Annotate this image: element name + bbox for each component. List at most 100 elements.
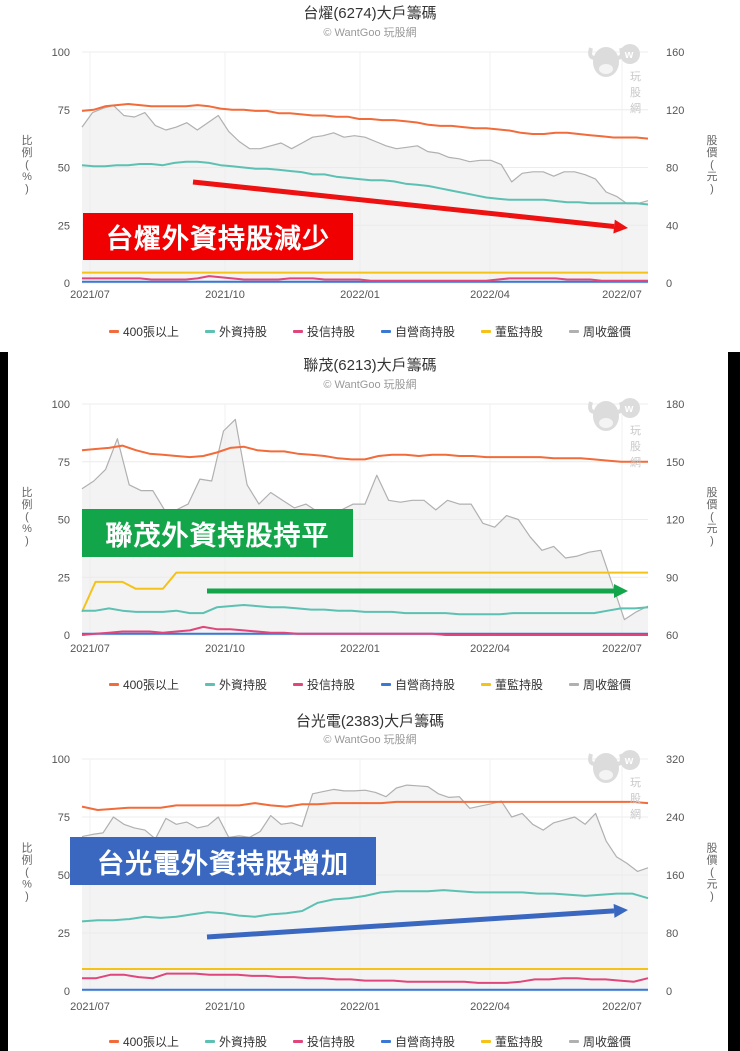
legend-swatch-icon xyxy=(204,1040,215,1043)
y-axis-left-tick: 75 xyxy=(58,457,70,469)
chart-subtitle: © WantGoo 玩股網 xyxy=(323,734,417,746)
chart-title: 聯茂(6213)大戶籌碼 xyxy=(303,357,437,374)
trend-arrow-head-icon xyxy=(614,584,628,598)
legend-item[interactable]: 周收盤價 xyxy=(569,676,631,693)
y-axis-right-tick: 180 xyxy=(666,399,684,411)
y-axis-right-tick: 120 xyxy=(666,515,684,527)
trend-arrow-head-icon xyxy=(613,903,628,918)
series-line xyxy=(82,972,649,984)
annotation-banner: 台燿外資持股減少 xyxy=(83,213,353,260)
y-axis-left-tick: 75 xyxy=(58,105,70,117)
chart-subtitle: © WantGoo 玩股網 xyxy=(323,379,417,391)
legend-item[interactable]: 外資持股 xyxy=(204,323,267,340)
svg-text:例: 例 xyxy=(22,497,33,511)
y-axis-left-title: 比例(%) xyxy=(22,134,33,195)
wantgoo-bull-logo-icon: w xyxy=(588,44,640,77)
y-axis-left-tick: 0 xyxy=(64,278,70,290)
annotation-banner: 台光電外資持股增加 xyxy=(70,837,376,885)
y-axis-right-title: 股價(元) xyxy=(707,841,718,902)
svg-text:股: 股 xyxy=(707,486,718,499)
legend-item[interactable]: 400張以上 xyxy=(108,1033,179,1050)
legend-label: 400張以上 xyxy=(122,325,179,339)
legend-item[interactable]: 周收盤價 xyxy=(569,323,631,340)
y-axis-left-title: 比例(%) xyxy=(22,486,33,547)
svg-text:): ) xyxy=(25,183,29,195)
trend-arrow xyxy=(192,179,615,230)
chart-panel-2: 聯茂(6213)大戶籌碼 © WantGoo 玩股網 0 60 25 90 50 120 7… xyxy=(0,352,740,706)
y-axis-right-tick: 150 xyxy=(666,457,684,469)
legend-item[interactable]: 自營商持股 xyxy=(381,676,455,693)
wantgoo-bull-logo-icon: w xyxy=(588,750,640,783)
x-axis-tick: 2022/01 xyxy=(340,1001,380,1013)
price-area xyxy=(82,785,648,991)
legend-label: 董監持股 xyxy=(495,1035,544,1049)
series-line xyxy=(81,444,648,463)
svg-text:例: 例 xyxy=(22,145,33,159)
legend-swatch-icon xyxy=(204,683,215,686)
series-line xyxy=(82,604,649,616)
legend-label: 投信持股 xyxy=(306,678,355,692)
legend-item[interactable]: 自營商持股 xyxy=(381,323,455,340)
legend-item[interactable]: 董監持股 xyxy=(481,323,543,340)
watermark-logo: w 玩股網 xyxy=(586,42,652,115)
legend-item[interactable]: 董監持股 xyxy=(481,676,543,693)
svg-text:): ) xyxy=(25,535,29,547)
svg-text:(: ( xyxy=(25,866,29,878)
trend-arrow-head-icon xyxy=(613,219,628,234)
y-axis-left-tick: 50 xyxy=(58,163,70,175)
y-axis-right-tick: 80 xyxy=(666,163,678,175)
x-axis-tick: 2022/01 xyxy=(340,289,380,301)
svg-text:元: 元 xyxy=(707,878,718,890)
y-axis-right-tick: 0 xyxy=(666,986,672,998)
legend-item[interactable]: 周收盤價 xyxy=(569,1033,631,1050)
y-axis-left-tick: 25 xyxy=(58,928,70,940)
svg-text:(: ( xyxy=(710,866,714,878)
chart-subtitle: © WantGoo 玩股網 xyxy=(323,27,417,39)
chart-legend: 400張以上 外資持股 投信持股 自營商持股 董監持股 周收盤價 xyxy=(0,323,740,340)
y-axis-left-tick: 0 xyxy=(64,630,70,642)
watermark-text: 玩股網 xyxy=(630,425,643,469)
y-axis-right-tick: 160 xyxy=(666,870,684,882)
series-line xyxy=(81,889,649,923)
legend-item[interactable]: 投信持股 xyxy=(292,1033,355,1050)
legend-label: 400張以上 xyxy=(122,1035,179,1049)
x-axis-tick: 2022/07 xyxy=(602,1001,642,1013)
x-axis-tick: 2021/07 xyxy=(70,643,110,655)
legend-item[interactable]: 投信持股 xyxy=(292,323,355,340)
svg-text:價: 價 xyxy=(707,852,718,866)
y-axis-left-tick: 75 xyxy=(58,812,70,824)
x-axis-tick: 2022/07 xyxy=(602,643,642,655)
image-border-left xyxy=(0,352,8,1051)
watermark-logo: w 玩股網 xyxy=(586,748,652,821)
legend-item[interactable]: 外資持股 xyxy=(204,1033,267,1050)
legend-swatch-icon xyxy=(381,683,391,686)
chart-title: 台光電(2383)大戶籌碼 xyxy=(295,713,445,730)
chart-panel-3: 台光電(2383)大戶籌碼 © WantGoo 玩股網 0 0 25 80 50 160 7… xyxy=(0,706,740,1051)
legend-item[interactable]: 投信持股 xyxy=(292,676,355,693)
svg-text:%: % xyxy=(22,171,32,183)
y-axis-right-tick: 320 xyxy=(666,754,684,766)
legend-label: 周收盤價 xyxy=(583,678,632,692)
legend-label: 400張以上 xyxy=(122,678,179,692)
series-line xyxy=(81,800,649,811)
svg-text:股: 股 xyxy=(707,134,718,147)
y-axis-left-tick: 100 xyxy=(52,754,70,766)
watermark-logo: w 玩股網 xyxy=(586,396,652,469)
svg-text:比: 比 xyxy=(22,134,33,147)
image-border-right xyxy=(728,352,740,1051)
legend-item[interactable]: 董監持股 xyxy=(481,1033,543,1050)
legend-swatch-icon xyxy=(381,330,391,333)
svg-text:w: w xyxy=(624,403,636,415)
x-axis-tick: 2022/04 xyxy=(470,643,510,655)
series-line xyxy=(81,571,648,613)
legend-item[interactable]: 自營商持股 xyxy=(381,1033,455,1050)
y-axis-right-tick: 160 xyxy=(666,47,684,59)
x-axis-tick: 2021/10 xyxy=(205,643,245,655)
legend-item[interactable]: 400張以上 xyxy=(108,676,179,693)
legend-item[interactable]: 外資持股 xyxy=(204,676,267,693)
x-axis-tick: 2021/10 xyxy=(205,289,245,301)
series-line xyxy=(81,160,649,206)
legend-item[interactable]: 400張以上 xyxy=(108,323,179,340)
legend-label: 自營商持股 xyxy=(395,1035,456,1049)
y-axis-left-title: 比例(%) xyxy=(22,841,33,902)
